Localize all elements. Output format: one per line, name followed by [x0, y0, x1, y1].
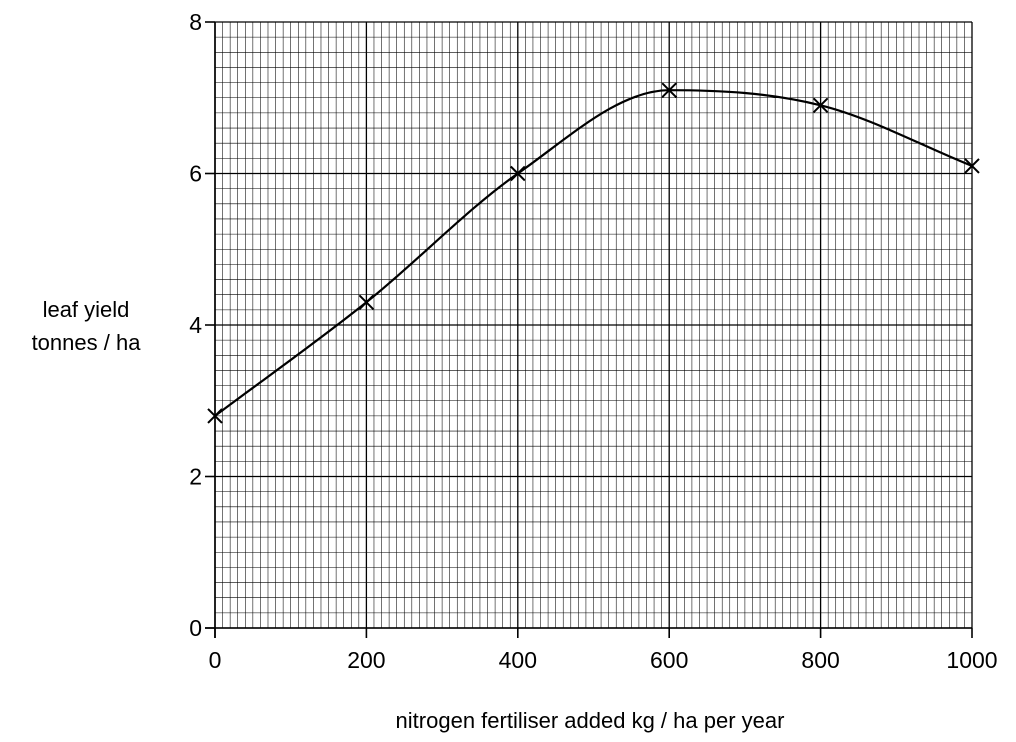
x-axis-label: nitrogen fertiliser added kg / ha per ye… — [396, 708, 785, 733]
x-tick-label: 600 — [650, 647, 688, 673]
marker-stroke — [207, 408, 223, 424]
y-tick-label: 4 — [189, 312, 202, 338]
x-tick-labels: 0 200 400 600 800 1000 — [209, 647, 998, 673]
data-point-marker — [812, 97, 829, 114]
series-line — [214, 89, 973, 417]
x-tick-label: 800 — [801, 647, 839, 673]
marker-stroke — [510, 165, 526, 182]
data-point-marker — [964, 158, 980, 174]
data-point-marker — [661, 82, 677, 98]
data-point-marker — [510, 165, 526, 182]
x-tick-label: 0 — [209, 647, 222, 673]
axes — [205, 21, 973, 638]
x-tick-label: 1000 — [946, 647, 997, 673]
data-markers — [207, 82, 980, 424]
marker-stroke — [964, 158, 980, 174]
y-axis-label-line-1: leaf yield — [43, 297, 130, 322]
data-point-marker — [358, 294, 375, 310]
data-curve-group — [214, 89, 973, 417]
y-tick-label: 6 — [189, 161, 202, 187]
data-point-marker — [207, 408, 223, 424]
y-axis-label-line-2: tonnes / ha — [32, 330, 142, 355]
y-tick-label: 2 — [189, 464, 202, 490]
marker-stroke — [661, 82, 677, 98]
marker-stroke — [812, 97, 829, 114]
x-tick-label: 200 — [347, 647, 385, 673]
y-tick-label: 0 — [189, 615, 202, 641]
x-tick-label: 400 — [499, 647, 537, 673]
y-tick-label: 8 — [189, 9, 202, 35]
y-tick-labels: 0 2 4 6 8 — [189, 9, 202, 641]
grid — [214, 21, 973, 629]
marker-stroke — [358, 294, 375, 310]
